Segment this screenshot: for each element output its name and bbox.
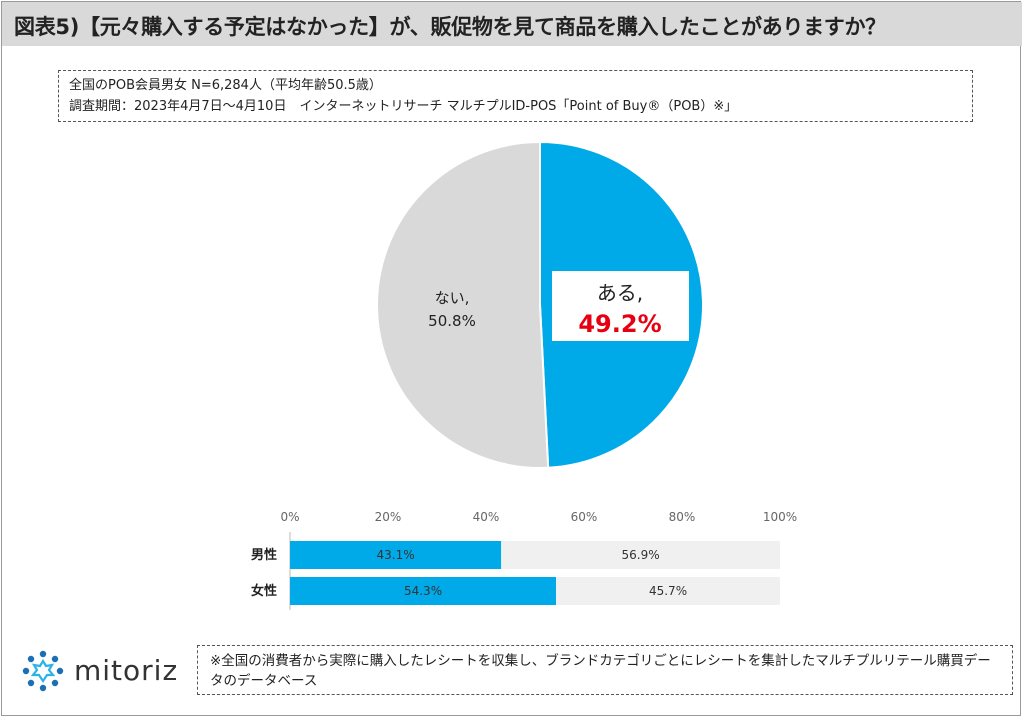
logo-text: mitoriz [74,654,179,687]
bar-data-label: 54.3% [404,584,442,598]
x-tick-label: 60% [571,510,598,524]
pie-label-name-yes: ある, [597,281,643,305]
pie-label-name-no: ない, [435,289,470,307]
bar-segment [556,577,780,605]
x-tick-label: 40% [473,510,500,524]
pie-slice-no [376,140,550,469]
title-bar: 図表5)【元々購入する予定はなかった】が、販促物を見て商品を購入したことがありま… [2,2,1022,46]
x-tick-label: 20% [375,510,402,524]
footnote-box: ※全国の消費者から実際に購入したレシートを収集し、ブランドカテゴリごとにレシート… [197,645,1013,695]
pie-label-box-yes [552,271,689,341]
x-tick-label: 100% [763,510,797,524]
bar-segment [290,577,557,605]
bar-category-label: 女性 [251,583,277,599]
mitoriz-sun-icon [22,650,64,692]
bar-data-label: 45.7% [649,584,687,598]
bar-data-label: 43.1% [377,548,415,562]
footnote-text: ※全国の消費者から実際に購入したレシートを収集し、ブランドカテゴリごとにレシート… [210,653,991,689]
pie-label-value-no: 50.8% [428,312,476,330]
figure-title: 図表5)【元々購入する予定はなかった】が、販促物を見て商品を購入したことがありま… [14,15,886,39]
x-tick-label: 80% [669,510,696,524]
survey-period-text: 調査期間：2023年4月7日〜4月10日 インターネットリサーチ マルチプルID… [69,99,738,114]
bar-category-label: 男性 [251,547,277,563]
bar-segment [501,541,780,569]
bar-segment [290,541,502,569]
pie-label-value-yes: 49.2% [578,310,661,338]
survey-sample-text: 全国のPOB会員男女 N=6,284人（平均年齢50.5歳） [69,78,382,93]
survey-info-box: 全国のPOB会員男女 N=6,284人（平均年齢50.5歳） 調査期間：2023… [58,70,973,122]
x-tick-label: 0% [280,510,299,524]
bar-data-label: 56.9% [622,548,660,562]
mitoriz-logo: mitoriz [20,648,190,694]
